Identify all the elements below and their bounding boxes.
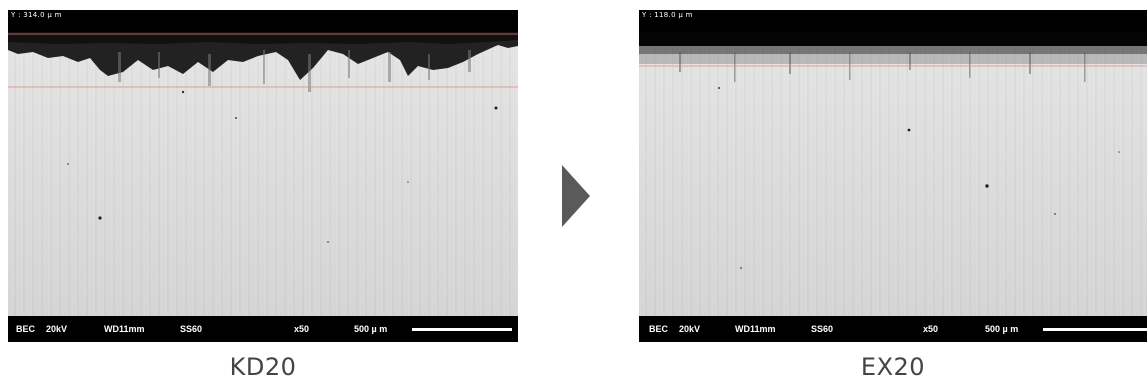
y-readout: Y : 314.0 µ m: [11, 11, 62, 19]
scale-bar: [412, 328, 512, 331]
topbar: Y : 118.0 µ m: [639, 10, 1147, 32]
magnification-label: x50: [294, 324, 310, 334]
sem-image: [8, 32, 518, 316]
topbar: Y : 314.0 µ m: [8, 10, 518, 32]
ss-label: SS60: [180, 324, 203, 334]
caption-right: EX20: [860, 353, 926, 381]
sem-image: [639, 32, 1147, 316]
mode-label: BEC: [16, 324, 36, 334]
voltage-label: 20kV: [679, 324, 701, 334]
wd-label: WD11mm: [104, 324, 145, 334]
scale-label: 500 µ m: [354, 324, 388, 334]
mode-label: BEC: [649, 324, 669, 334]
surface-texture: [639, 32, 1147, 269]
triangle-right-icon: [562, 165, 590, 227]
wd-label: WD11mm: [735, 324, 776, 334]
info-bar: BEC 20kV WD11mm SS60 x50 500 µ m: [639, 316, 1147, 342]
surface-texture: [8, 32, 518, 243]
micrograph-panel-right: Y : 118.0 µ m: [639, 10, 1147, 342]
y-readout: Y : 118.0 µ m: [642, 11, 693, 19]
caption-left: KD20: [229, 353, 297, 381]
scale-label: 500 µ m: [985, 324, 1019, 334]
voltage-label: 20kV: [46, 324, 68, 334]
ss-label: SS60: [811, 324, 834, 334]
info-bar: BEC 20kV WD11mm SS60 x50 500 µ m: [8, 316, 518, 342]
magnification-label: x50: [923, 324, 939, 334]
scale-bar: [1043, 328, 1147, 331]
micrograph-panel-left: Y : 314.0 µ m: [8, 10, 518, 342]
